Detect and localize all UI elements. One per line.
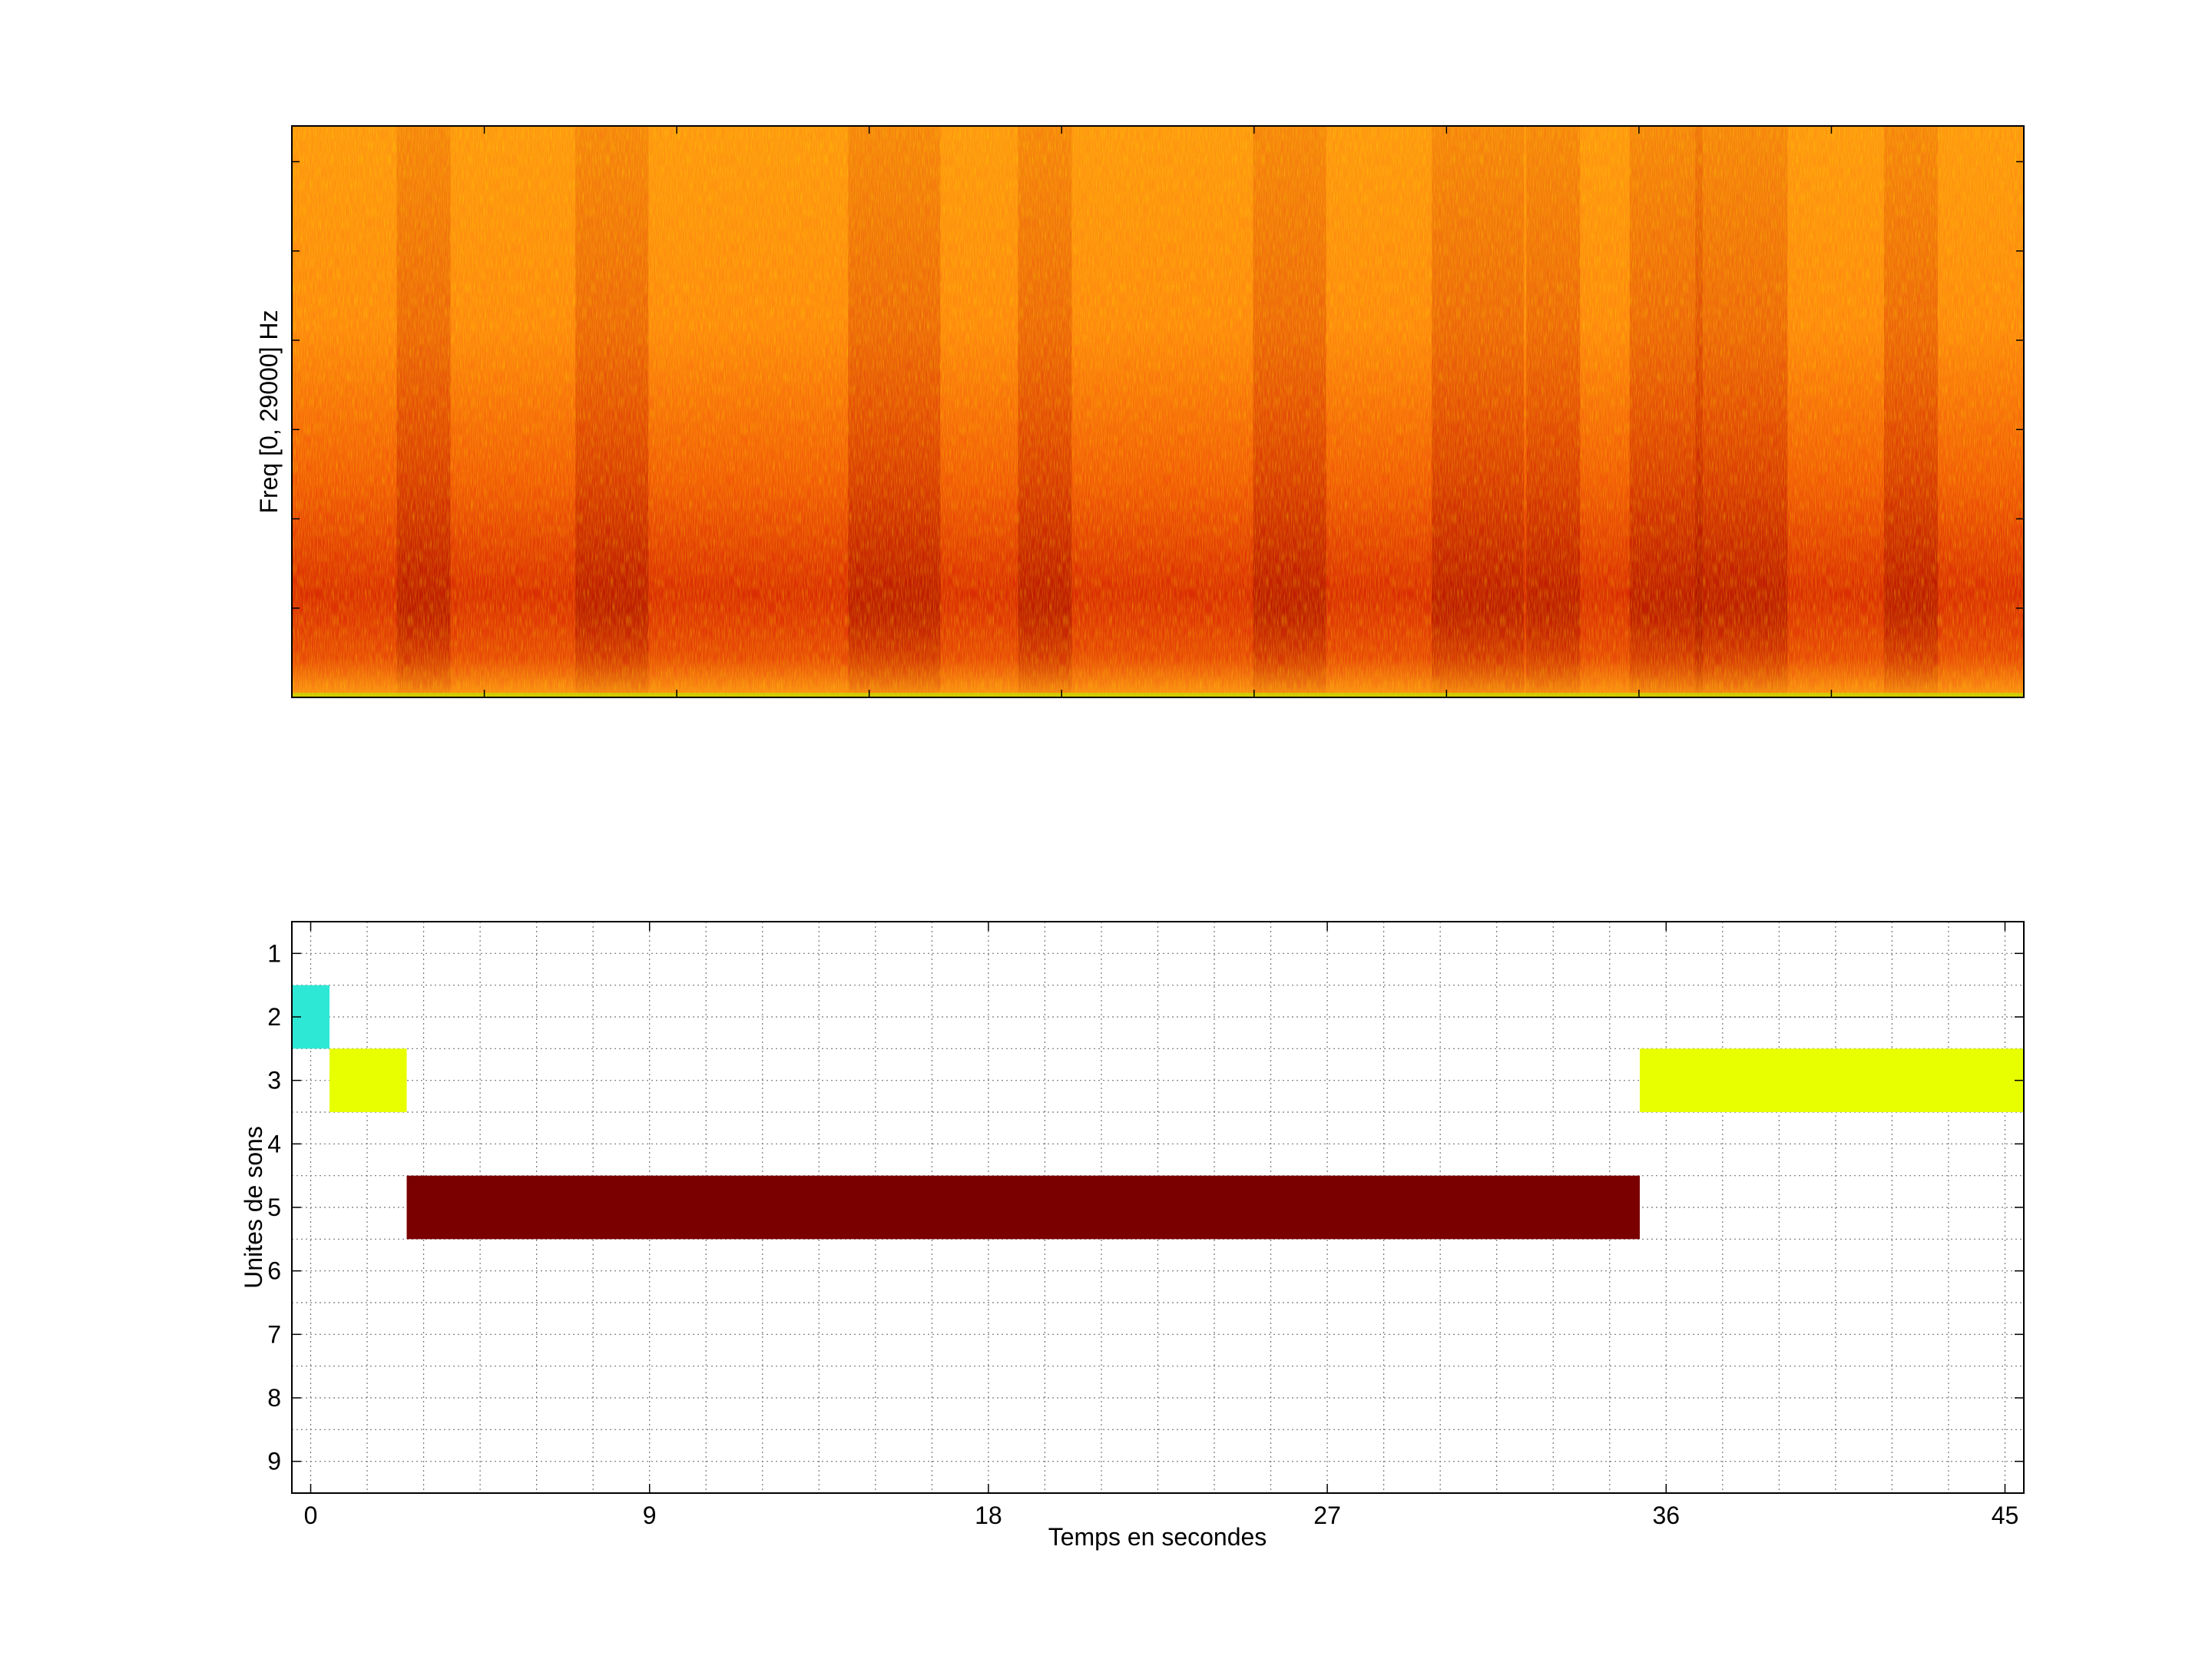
spectrogram-panel: Freq [0, 29000] Hz <box>255 125 2025 698</box>
x-tick-label: 36 <box>1652 1502 1680 1529</box>
y-tick-label: 3 <box>267 1067 281 1094</box>
units-segments <box>292 985 2024 1240</box>
spectrogram-ticks <box>291 126 2025 698</box>
units-xlabel: Temps en secondes <box>1048 1523 1267 1551</box>
y-tick-label: 6 <box>267 1257 281 1285</box>
x-tick-label: 0 <box>304 1502 318 1529</box>
y-tick-label: 2 <box>267 1003 281 1031</box>
x-tick-label: 45 <box>1992 1502 2019 1529</box>
sound-unit-segment <box>329 1048 407 1112</box>
units-ticks <box>292 922 2024 1493</box>
spectrogram-image <box>292 126 2024 697</box>
y-tick-label: 9 <box>267 1448 281 1475</box>
x-tick-label: 9 <box>643 1502 657 1529</box>
y-tick-label: 1 <box>267 939 281 967</box>
units-frame <box>291 921 2025 1494</box>
x-tick-label: 18 <box>975 1502 1002 1529</box>
spectrogram-ylabel: Freq [0, 29000] Hz <box>255 310 283 513</box>
y-tick-label: 4 <box>267 1130 281 1157</box>
units-ylabel: Unites de sons <box>240 1126 267 1289</box>
sound-unit-segment <box>1639 1048 2024 1112</box>
x-tick-labels: 0 9 18 27 36 45 <box>304 1502 2019 1529</box>
y-tick-label: 8 <box>267 1384 281 1412</box>
x-tick-label: 27 <box>1313 1502 1341 1529</box>
spectrogram-frame <box>291 125 2025 698</box>
sound-unit-segment <box>406 1175 1640 1240</box>
y-tick-label: 5 <box>267 1194 281 1221</box>
y-tick-label: 7 <box>267 1320 281 1348</box>
y-tick-labels: 1 2 3 4 5 6 7 8 9 <box>267 939 281 1475</box>
